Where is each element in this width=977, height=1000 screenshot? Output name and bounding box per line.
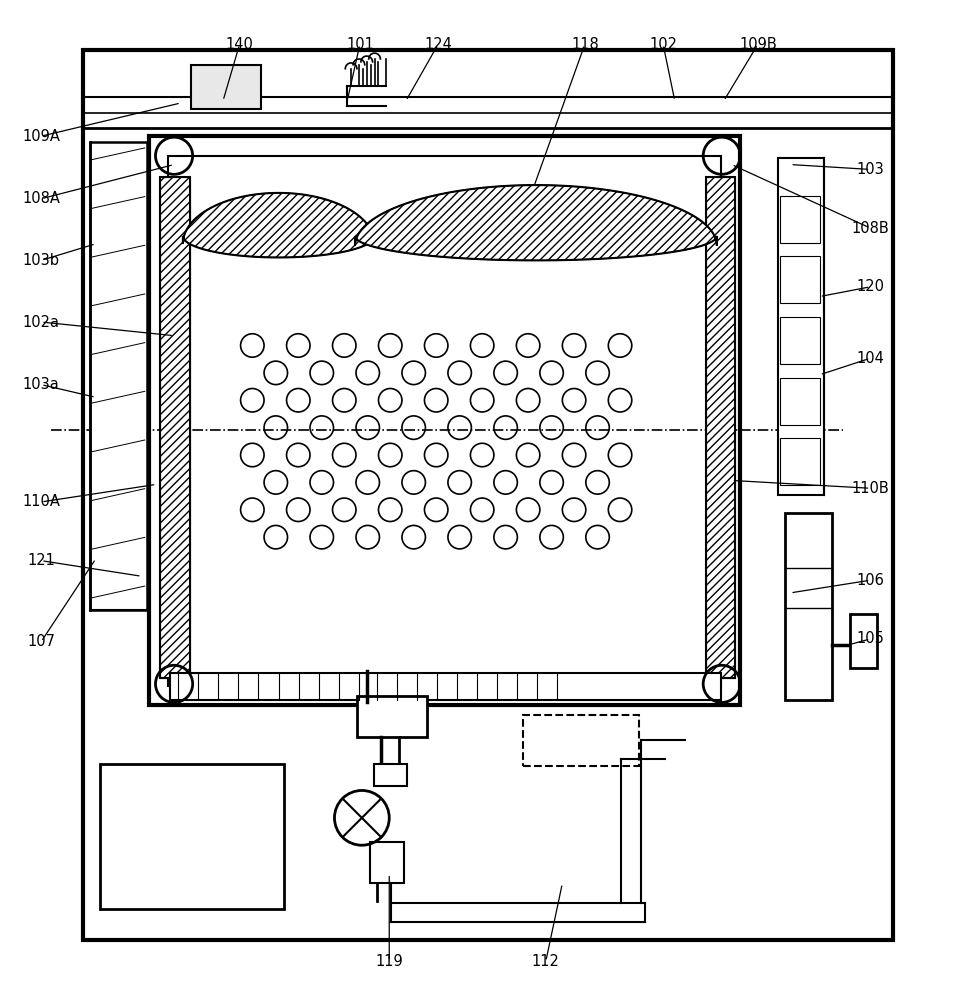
Text: 105: 105 [856, 631, 883, 646]
Bar [780, 378, 819, 425]
Bar [523, 715, 638, 766]
Text: 107: 107 [27, 634, 55, 649]
Text: 112: 112 [531, 954, 559, 969]
Text: 121: 121 [27, 553, 55, 568]
Bar [780, 317, 819, 364]
Text: 120: 120 [856, 279, 883, 294]
Text: 103b: 103b [22, 253, 60, 268]
Text: 124: 124 [424, 37, 451, 52]
Bar [170, 673, 720, 700]
Bar [357, 696, 427, 737]
Bar [83, 50, 892, 128]
Bar [149, 136, 740, 705]
Bar [705, 177, 735, 678]
Bar [777, 158, 824, 495]
Bar [191, 65, 261, 109]
Text: 109A: 109A [22, 129, 60, 144]
Bar [168, 156, 720, 686]
Polygon shape [183, 193, 374, 257]
Text: 108B: 108B [851, 221, 888, 236]
Text: 102: 102 [649, 37, 676, 52]
Bar [100, 764, 283, 909]
Polygon shape [355, 185, 716, 260]
Bar [780, 196, 819, 243]
Bar [705, 177, 735, 678]
Text: 104: 104 [856, 351, 883, 366]
Text: 109B: 109B [739, 37, 776, 52]
Bar [373, 764, 406, 786]
Text: 108A: 108A [22, 191, 60, 206]
Bar [780, 438, 819, 485]
Bar [369, 842, 404, 883]
Bar [849, 614, 876, 668]
Text: 110A: 110A [22, 494, 60, 509]
Text: 103: 103 [856, 162, 883, 177]
Text: 110B: 110B [851, 481, 888, 496]
Bar [90, 142, 147, 610]
Bar [160, 177, 190, 678]
Text: 103a: 103a [22, 377, 60, 392]
Text: 102a: 102a [22, 315, 60, 330]
Text: 106: 106 [856, 573, 883, 588]
Bar [160, 177, 190, 678]
Text: 119: 119 [375, 954, 403, 969]
Text: 101: 101 [346, 37, 373, 52]
Bar [780, 256, 819, 303]
Text: 140: 140 [226, 37, 253, 52]
Bar [785, 513, 831, 700]
Bar [83, 50, 892, 940]
Text: 118: 118 [571, 37, 598, 52]
